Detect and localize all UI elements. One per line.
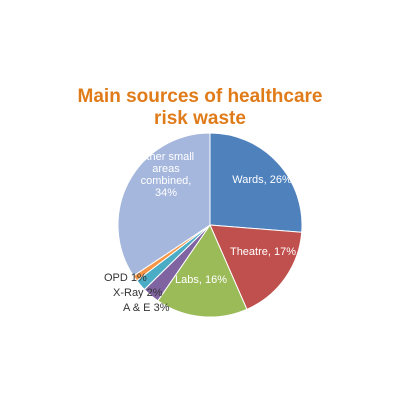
slice-label-3-line-0: A & E 3% [123, 302, 170, 314]
slice-label-6-line-3: 34% [155, 187, 177, 199]
slice-label-0: Wards, 26% [232, 174, 292, 186]
slice-label-5-line-0: OPD 1% [104, 272, 147, 284]
pie-slice-1 [209, 224, 303, 310]
slice-label-2-line-0: Labs, 16% [175, 274, 227, 286]
slice-label-6-line-1: areas [152, 163, 180, 175]
pie-slice-6 [117, 132, 211, 277]
slice-label-4: X-Ray 2% [113, 287, 163, 299]
slice-label-6: Other small areas combined, 34% [138, 151, 194, 199]
chart-title-line-1: Main sources of healthcare [77, 86, 323, 107]
chart-title: Main sources of healthcare risk waste [0, 86, 400, 130]
slice-label-2: Labs, 16% [175, 274, 227, 286]
pie-slice-2 [157, 223, 248, 318]
pie-labels: Wards, 26% Theatre, 17% Labs, 16% A & E 3% X… [104, 151, 296, 314]
slice-label-6-line-2: combined, [141, 175, 192, 187]
chart-title-line-2: risk waste [154, 108, 246, 129]
slice-label-6-line-0: Other small [138, 151, 194, 163]
pie-slice-0 [209, 132, 303, 233]
slice-label-5: OPD 1% [104, 272, 147, 284]
slice-label-4-line-0: X-Ray 2% [113, 287, 163, 299]
slice-label-3: A & E 3% [123, 302, 170, 314]
slice-label-0-line-0: Wards, 26% [232, 174, 292, 186]
slice-label-1: Theatre, 17% [230, 246, 296, 258]
pie-slices [117, 132, 303, 318]
slice-label-1-line-0: Theatre, 17% [230, 246, 296, 258]
